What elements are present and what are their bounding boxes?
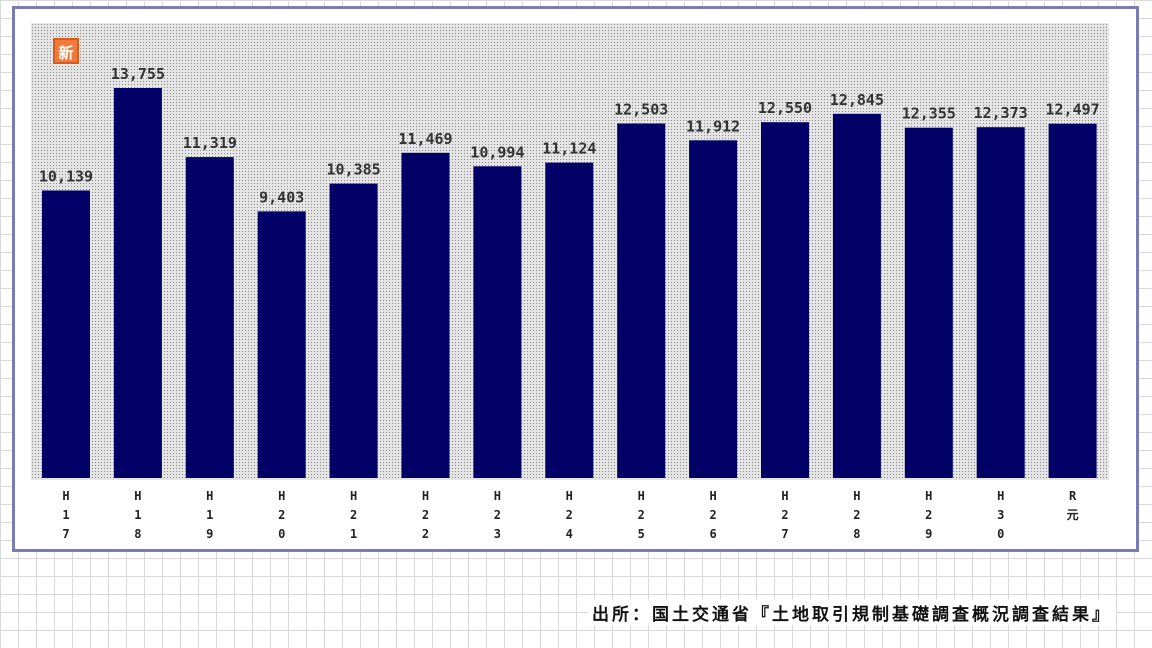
x-tick-label-11-2: 8 <box>853 527 860 541</box>
value-label-0: 10,139 <box>39 168 93 186</box>
value-label-12: 12,355 <box>902 105 956 123</box>
x-tick-label-3-2: 0 <box>278 527 285 541</box>
x-tick-label-12-2: 9 <box>925 527 932 541</box>
bar-9 <box>689 140 738 479</box>
x-tick-label-4-0: H <box>350 489 357 503</box>
value-label-9: 11,912 <box>686 117 740 135</box>
x-tick-label-13-1: 3 <box>997 508 1004 522</box>
bar-8 <box>617 123 666 478</box>
value-label-14: 12,497 <box>1046 101 1100 119</box>
x-tick-label-13-2: 0 <box>997 527 1004 541</box>
bar-4 <box>329 183 378 478</box>
x-tick-label-2-0: H <box>206 489 213 503</box>
x-tick-label-3-0: H <box>278 489 285 503</box>
bar-14 <box>1048 123 1097 478</box>
value-label-13: 12,373 <box>974 104 1028 122</box>
x-tick-label-5-2: 2 <box>422 527 429 541</box>
x-tick-label-13-0: H <box>997 489 1004 503</box>
x-tick-label-7-2: 4 <box>566 527 573 541</box>
value-label-1: 13,755 <box>111 65 165 83</box>
x-tick-label-7-1: 2 <box>566 508 573 522</box>
value-label-4: 10,385 <box>327 161 381 179</box>
bar-3 <box>257 211 306 478</box>
value-label-5: 11,469 <box>398 130 452 148</box>
bar-0 <box>42 190 90 478</box>
x-tick-label-10-0: H <box>781 489 788 503</box>
x-tick-label-11-1: 2 <box>853 508 860 522</box>
x-tick-label-2-2: 9 <box>206 527 213 541</box>
source-note: 出所：国土交通省『土地取引規制基礎調査概況調査結果』 <box>588 600 1116 625</box>
x-tick-label-3-1: 2 <box>278 508 285 522</box>
bar-6 <box>473 166 522 479</box>
x-tick-label-5-1: 2 <box>422 508 429 522</box>
x-tick-label-10-2: 7 <box>781 527 788 541</box>
value-label-3: 9,403 <box>259 188 304 206</box>
x-tick-label-7-0: H <box>566 489 573 503</box>
bar-2 <box>185 157 234 478</box>
bar-5 <box>401 152 450 479</box>
x-tick-label-14-1: 元 <box>1067 508 1079 522</box>
value-label-7: 11,124 <box>542 140 596 158</box>
x-tick-label-6-2: 3 <box>494 527 501 541</box>
value-label-11: 12,845 <box>830 91 884 109</box>
x-tick-label-0-1: 1 <box>62 508 69 522</box>
x-tick-label-1-1: 1 <box>134 508 141 522</box>
x-tick-label-5-0: H <box>422 489 429 503</box>
bar-11 <box>832 113 881 479</box>
value-label-2: 11,319 <box>183 134 237 152</box>
x-tick-label-4-2: 1 <box>350 527 357 541</box>
x-tick-label-0-2: 7 <box>62 527 69 541</box>
value-label-10: 12,550 <box>758 99 812 117</box>
new-badge-icon: 新 <box>53 38 79 64</box>
bar-1 <box>113 88 162 478</box>
x-tick-label-8-2: 5 <box>638 527 645 541</box>
x-tick-label-6-1: 2 <box>494 508 501 522</box>
x-tick-label-10-1: 2 <box>781 508 788 522</box>
value-label-6: 10,994 <box>470 143 524 161</box>
x-tick-label-9-0: H <box>709 489 716 503</box>
bar-10 <box>761 122 809 478</box>
bar-7 <box>545 162 594 478</box>
x-tick-label-12-0: H <box>925 489 932 503</box>
x-tick-label-8-1: 2 <box>638 508 645 522</box>
x-tick-label-6-0: H <box>494 489 501 503</box>
x-tick-label-11-0: H <box>853 489 860 503</box>
bar-12 <box>904 127 953 478</box>
x-tick-label-4-1: 2 <box>350 508 357 522</box>
x-tick-label-14-0: R <box>1069 489 1077 503</box>
x-tick-label-9-2: 6 <box>709 527 716 541</box>
bar-13 <box>976 127 1025 478</box>
x-tick-label-2-1: 1 <box>206 508 213 522</box>
x-tick-label-1-2: 8 <box>134 527 141 541</box>
x-tick-label-9-1: 2 <box>709 508 716 522</box>
x-tick-label-8-0: H <box>638 489 645 503</box>
value-label-8: 12,503 <box>614 101 668 119</box>
x-tick-label-12-1: 2 <box>925 508 932 522</box>
x-tick-label-0-0: H <box>62 489 69 503</box>
x-tick-label-1-0: H <box>134 489 141 503</box>
